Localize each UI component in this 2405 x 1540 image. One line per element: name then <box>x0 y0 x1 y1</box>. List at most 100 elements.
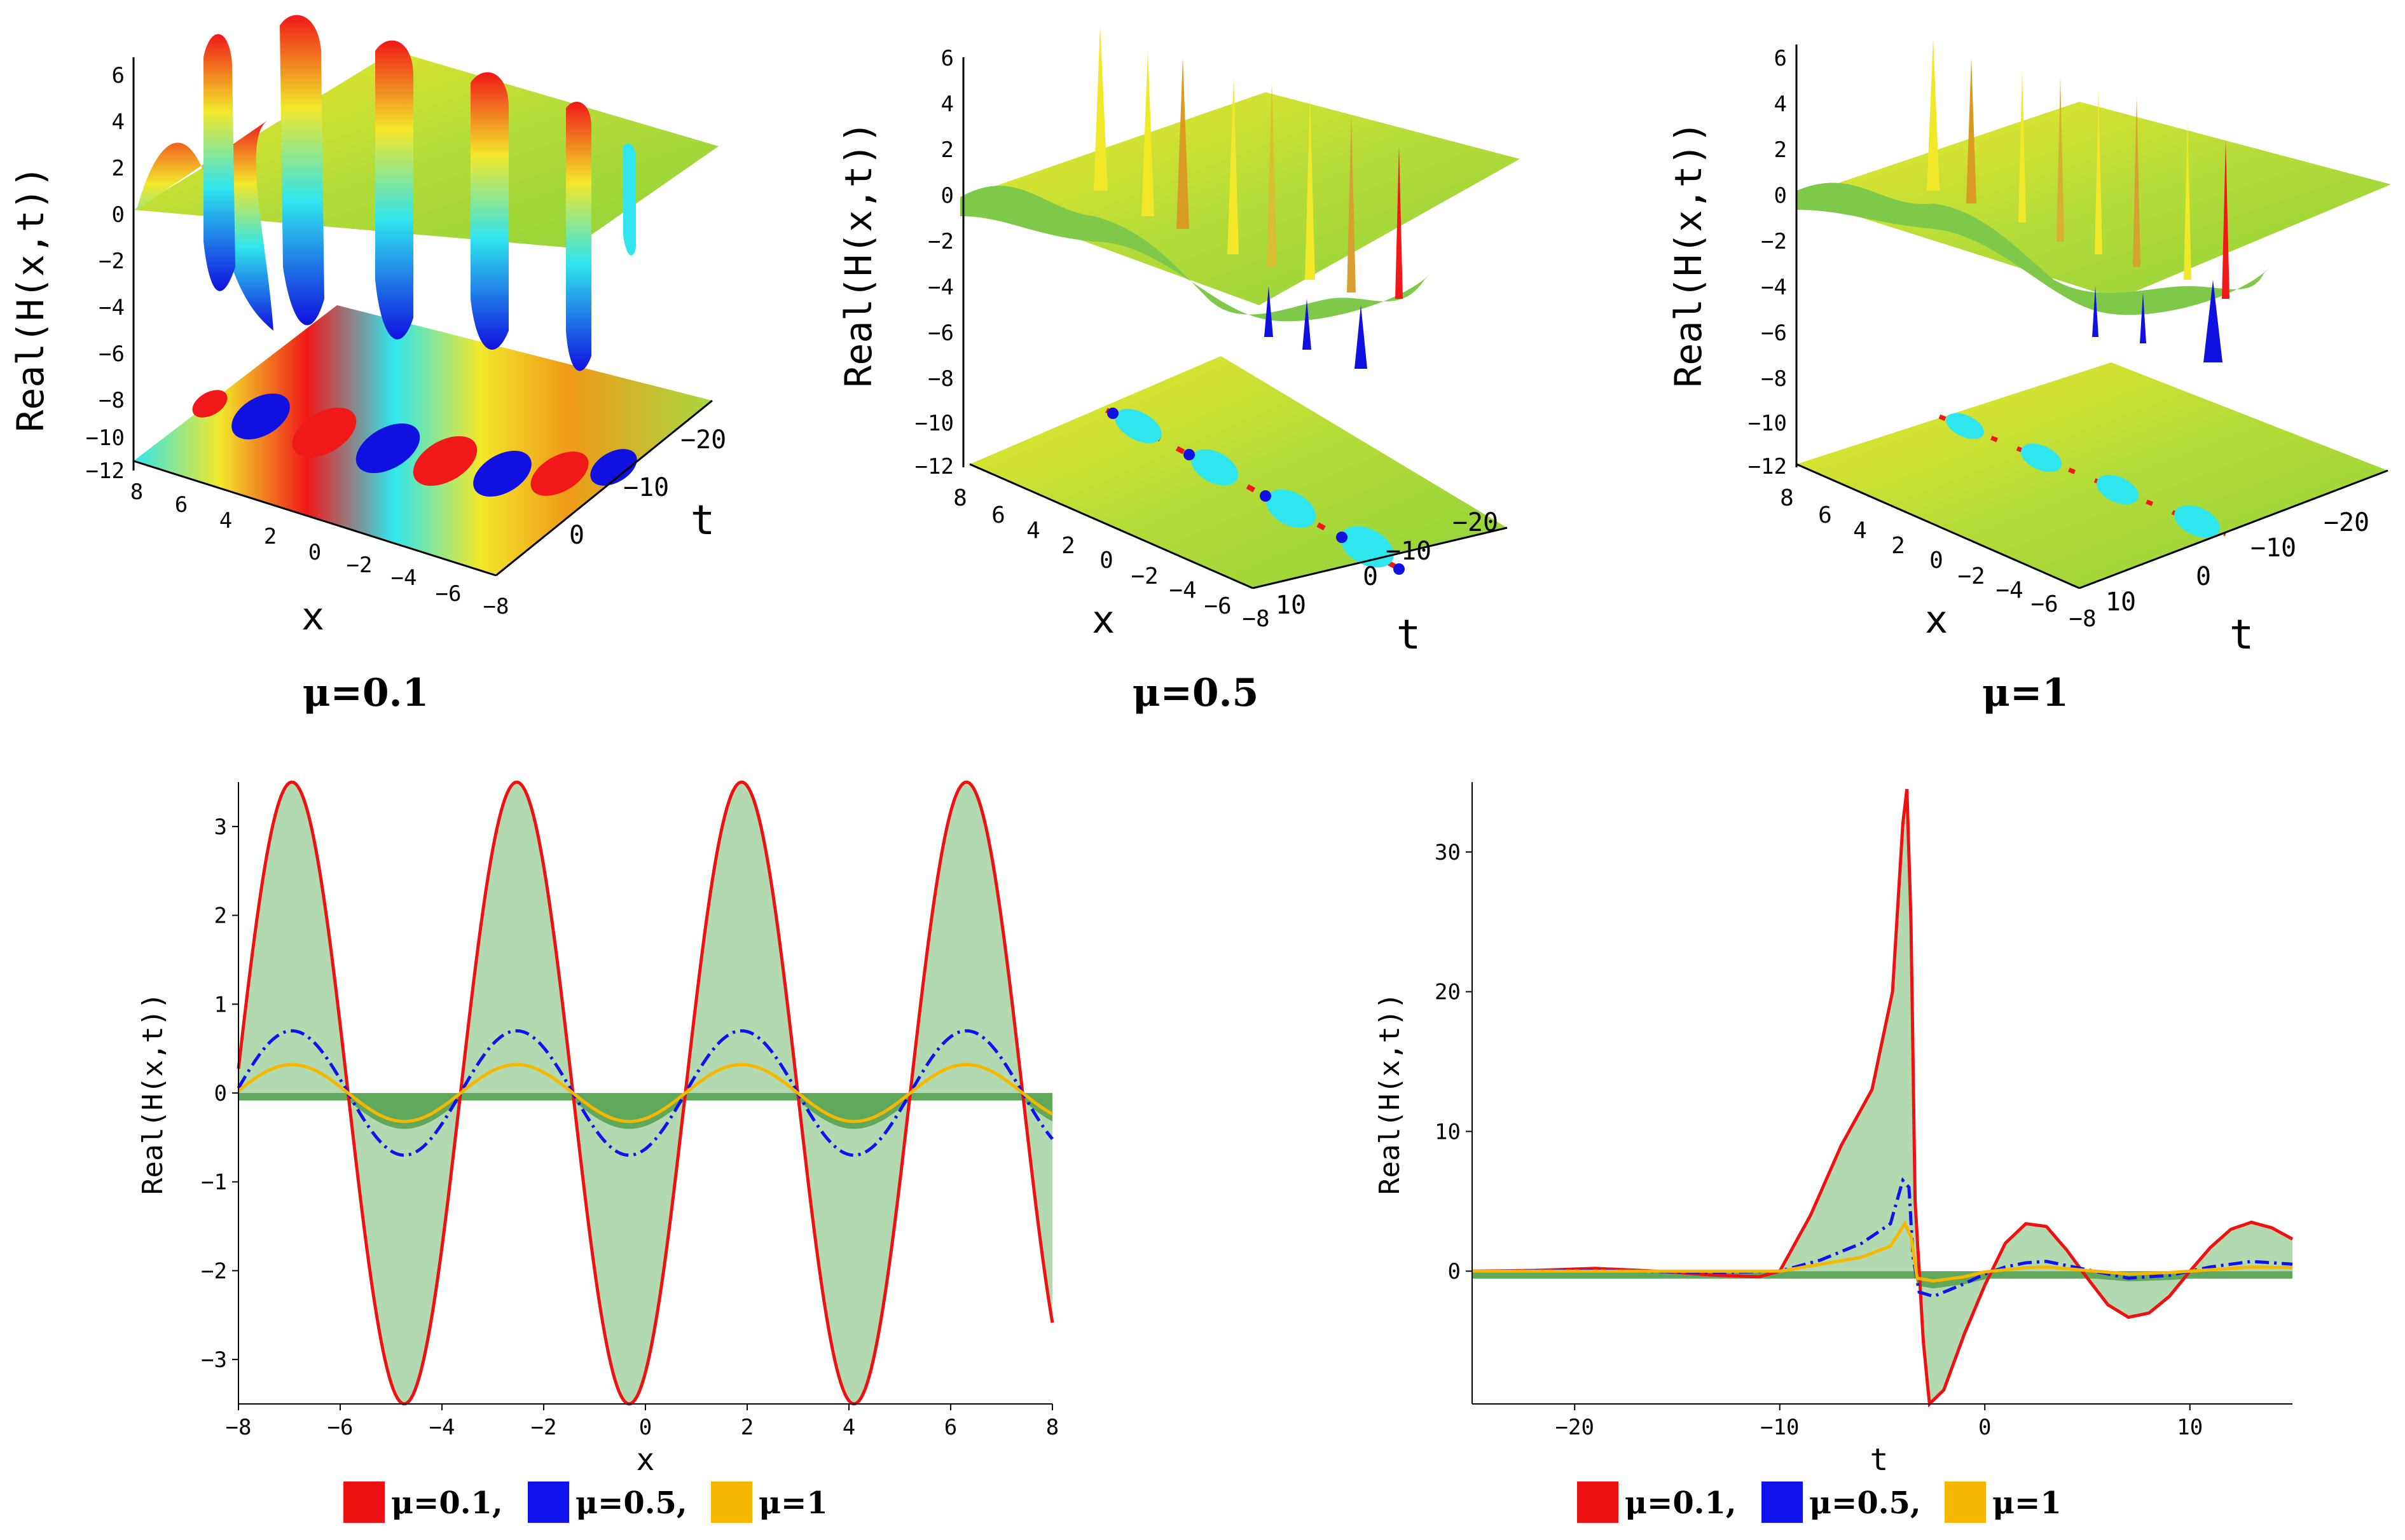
z-tick: 0 <box>941 183 954 209</box>
z-tick: −6 <box>1761 320 1787 346</box>
t-tick: 10 <box>1276 591 1306 620</box>
projection-ridge <box>1938 413 2227 538</box>
x-tick: 4 <box>1853 518 1867 544</box>
fill-region <box>1472 789 2292 1404</box>
x-tick: −8 <box>483 594 509 619</box>
x-axis-label: x <box>1925 598 1948 642</box>
legend-swatch-mu1 <box>711 1482 752 1523</box>
z-tick: −10 <box>1748 411 1787 436</box>
x-tick: 2 <box>264 524 277 549</box>
y-axis-label: Real(H(x,t)) <box>137 993 169 1195</box>
t-axis-label: t <box>691 497 715 544</box>
panel-surface-mu1: 6 4 2 0 −2 −4 −6 −8 −10 −12 Real(H(x,t))… <box>1667 38 2391 715</box>
x-tick: −6 <box>2030 591 2058 617</box>
panel-surface-mu01: 6 4 2 0 −2 −4 −6 −8 −10 −12 Real(H(x,t))… <box>9 15 726 715</box>
y-tick-label: −3 <box>201 1347 227 1373</box>
series-line-mu1 <box>1472 1220 2293 1283</box>
y-tick-label: 1 <box>214 992 227 1017</box>
t-tick: −10 <box>2250 533 2296 563</box>
t-tick: −20 <box>1452 508 1498 537</box>
x-tick-label: 8 <box>1046 1415 1059 1440</box>
projection-plane <box>1796 362 2388 588</box>
chart-real-vs-t: −20 −10 0 10 0 10 20 30 Real(H(x,t)) t μ=0.1, μ… <box>1374 782 2294 1523</box>
projection-blobs <box>192 390 637 497</box>
chart-real-vs-x: −8 −6 −4 −2 0 2 4 6 8 −3 −2 −1 0 1 2 3 Real(H(x,t)) x μ… <box>137 780 1059 1523</box>
t-tick: −20 <box>680 425 726 455</box>
projection-ridge <box>1105 408 1413 578</box>
x-tick: 2 <box>1891 533 1905 559</box>
legend-label-mu05: μ=0.5, <box>575 1485 687 1521</box>
x-tick-label: −4 <box>429 1415 455 1440</box>
z-tick: 4 <box>941 92 954 117</box>
axes: −8 −6 −4 −2 0 2 4 6 8 −3 −2 −1 0 1 2 3 <box>201 782 1059 1440</box>
series-line-mu05 <box>237 1029 1054 1157</box>
legend-label-mu1: μ=1 <box>759 1485 828 1521</box>
y-tick-label: 0 <box>1448 1259 1461 1284</box>
x-tick: −2 <box>1131 563 1158 589</box>
x-tick: 6 <box>1818 502 1832 528</box>
legend: μ=0.1, μ=0.5, μ=1 <box>1577 1482 2062 1523</box>
surface-plane <box>1796 102 2391 299</box>
x-ticks: 8 6 4 2 0 −2 −4 −6 −8 <box>130 479 509 619</box>
x-ticks: 8 6 4 2 0 −2 −4 −6 −8 <box>1780 485 2097 632</box>
legend-label-mu05: μ=0.5, <box>1809 1485 1921 1521</box>
z-tick: −8 <box>928 366 954 392</box>
x-tick-label: 2 <box>741 1415 754 1440</box>
z-tick: −4 <box>928 275 954 300</box>
z-tick: 6 <box>1774 46 1787 71</box>
z-tick: 6 <box>941 46 954 71</box>
x-tick: −2 <box>1957 563 1985 589</box>
surface-plane <box>963 92 1520 305</box>
t-ticks: −20 −10 0 10 <box>1276 508 1498 620</box>
z-tick: −2 <box>928 229 954 254</box>
x-tick-label: −6 <box>327 1415 354 1440</box>
z-axis-label: Real(H(x,t)) <box>1667 121 1710 387</box>
t-tick: 0 <box>569 521 584 550</box>
t-ticks: −20 −10 0 10 <box>2105 508 2369 617</box>
z-tick: −4 <box>99 295 125 320</box>
y-tick-label: −1 <box>201 1170 227 1195</box>
y-tick-label: 10 <box>1435 1119 1461 1145</box>
surface-spikes <box>960 25 1431 369</box>
z-tick: −10 <box>915 411 954 436</box>
legend-label-mu01: μ=0.1, <box>1625 1485 1737 1521</box>
zero-band <box>1472 1271 2292 1289</box>
x-tick-label: −2 <box>531 1415 557 1440</box>
x-tick: 0 <box>1099 547 1113 574</box>
z-tick: −12 <box>86 458 125 484</box>
surface-spikes <box>1796 38 2270 362</box>
panel-caption: μ=0.1 <box>303 671 429 715</box>
series-line-mu05 <box>1471 1177 2293 1298</box>
z-tick: −10 <box>86 425 125 451</box>
panel-caption: μ=1 <box>1982 671 2069 715</box>
y-tick-label: 30 <box>1435 840 1461 865</box>
projection-plane <box>134 305 712 575</box>
series-lines <box>237 780 1054 1406</box>
x-tick: −4 <box>1995 577 2023 603</box>
y-tick-label: 3 <box>214 815 227 840</box>
z-axis-label: Real(H(x,t)) <box>837 121 880 387</box>
t-tick: −10 <box>623 473 669 502</box>
x-tick: 6 <box>991 502 1005 528</box>
x-tick-label: 6 <box>944 1415 957 1440</box>
legend-swatch-mu01 <box>343 1482 385 1523</box>
z-tick: −6 <box>928 320 954 346</box>
legend-swatch-mu1 <box>1945 1482 1986 1523</box>
y-tick-label: 0 <box>214 1081 227 1106</box>
x-tick: −4 <box>1169 577 1196 603</box>
x-tick: −8 <box>1242 606 1269 632</box>
t-tick: 0 <box>2196 562 2211 591</box>
x-tick-label: 0 <box>639 1415 652 1440</box>
x-tick: −6 <box>436 581 462 607</box>
z-tick: 4 <box>1774 92 1787 117</box>
x-tick: 4 <box>1026 518 1040 544</box>
series-line-mu1 <box>237 1062 1054 1124</box>
z-tick: 2 <box>112 156 125 181</box>
y-tick-label: −2 <box>201 1258 227 1284</box>
legend-swatch-mu05 <box>528 1482 569 1523</box>
z-tick: 0 <box>112 202 125 228</box>
z-tick: −12 <box>915 454 954 479</box>
x-tick-label: −10 <box>1760 1415 1799 1440</box>
z-tick: −4 <box>1761 275 1787 300</box>
